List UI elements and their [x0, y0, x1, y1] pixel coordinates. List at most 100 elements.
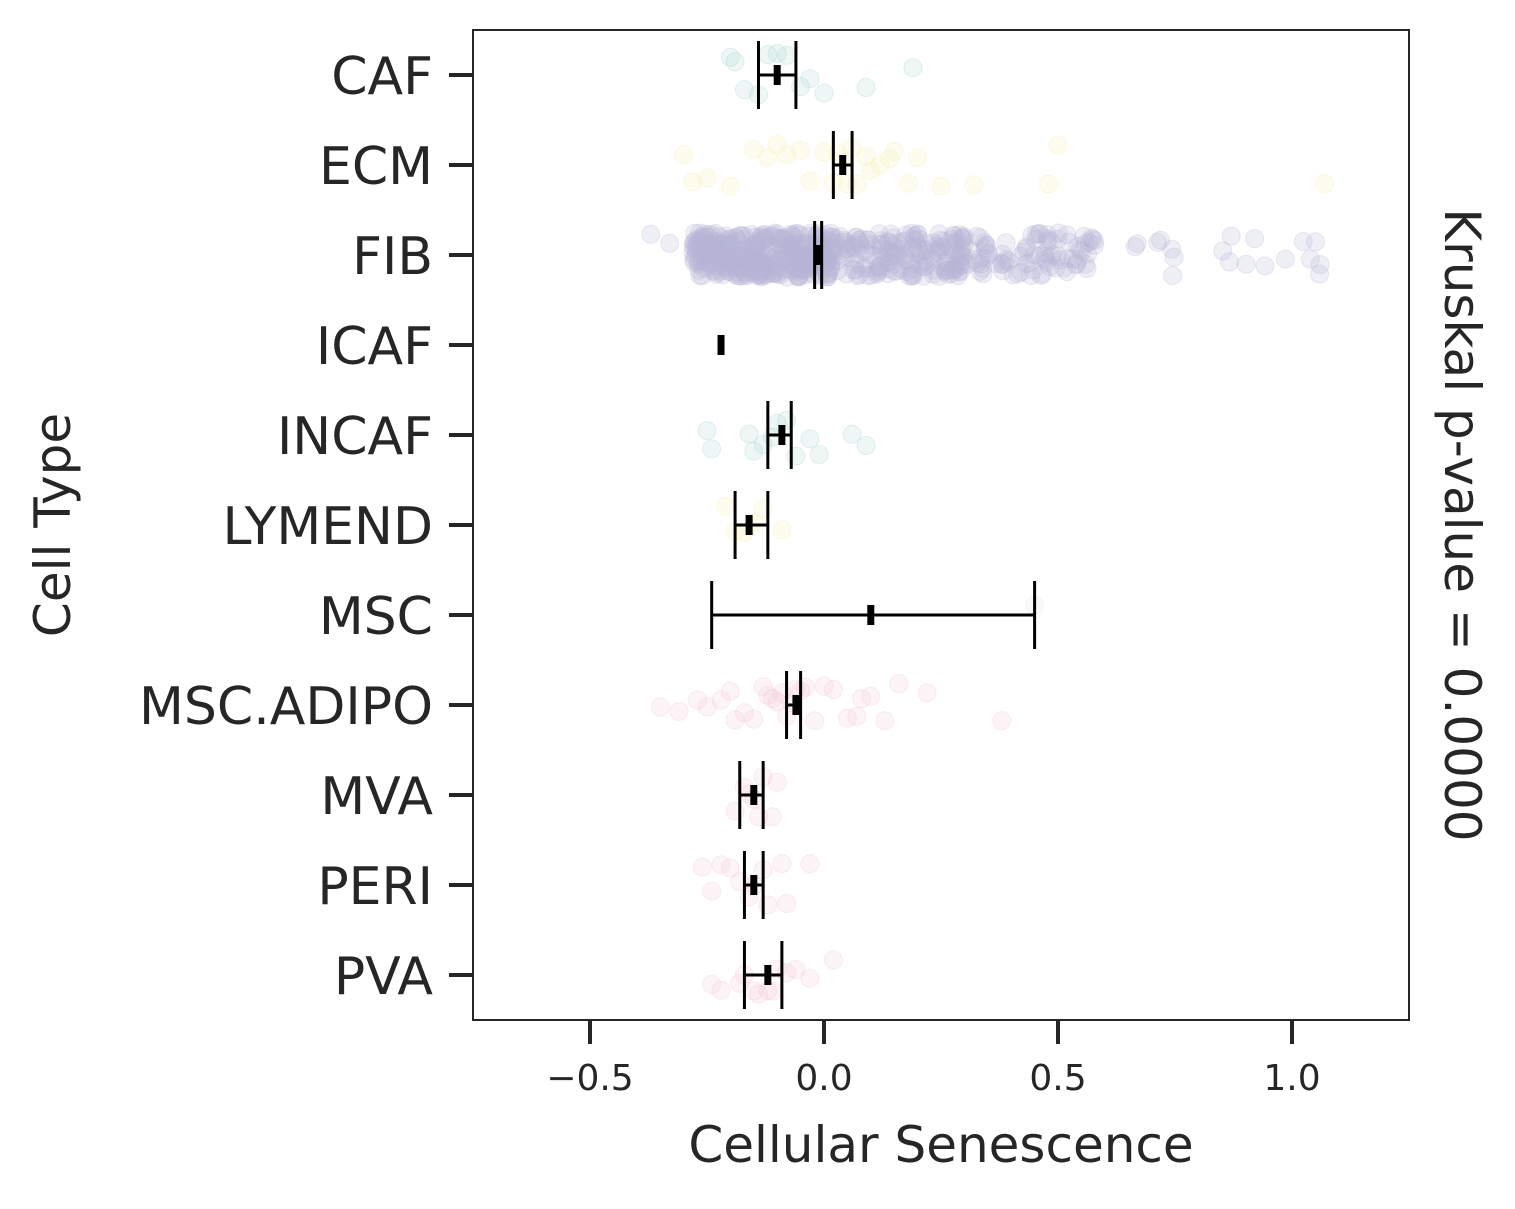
data-point — [720, 262, 740, 281]
data-point — [751, 241, 771, 261]
data-point — [716, 226, 736, 246]
data-point — [971, 254, 991, 274]
data-point — [942, 229, 962, 249]
data-point — [746, 250, 766, 270]
data-point — [924, 233, 943, 253]
data-point — [697, 697, 717, 717]
data-point — [692, 266, 712, 286]
data-point — [1037, 225, 1057, 244]
data-point — [846, 228, 866, 247]
data-point — [744, 261, 764, 281]
x-axis-label: Cellular Senescence — [688, 1116, 1193, 1174]
data-point — [699, 233, 719, 253]
data-point — [950, 246, 970, 266]
data-point — [751, 228, 771, 248]
data-point — [740, 250, 760, 270]
data-point — [769, 229, 789, 249]
data-point — [764, 263, 784, 283]
data-point — [692, 242, 712, 261]
data-point — [705, 260, 725, 280]
data-point — [1003, 265, 1023, 285]
data-point — [916, 240, 936, 260]
data-point — [917, 683, 937, 703]
data-point — [1085, 231, 1104, 251]
data-point — [1046, 258, 1066, 278]
data-point — [913, 257, 933, 277]
data-point — [712, 247, 731, 267]
data-point — [954, 247, 973, 267]
data-point — [746, 234, 766, 254]
data-point — [693, 237, 713, 257]
data-point — [660, 233, 680, 253]
data-point — [720, 858, 740, 878]
data-point — [764, 264, 783, 283]
data-point — [787, 245, 807, 265]
data-point — [725, 264, 745, 284]
data-point — [756, 244, 776, 264]
data-point — [755, 225, 775, 244]
data-point — [858, 258, 878, 278]
data-point — [716, 496, 736, 516]
data-point — [924, 260, 944, 280]
data-point — [1029, 247, 1049, 267]
data-point — [761, 233, 781, 253]
data-point — [881, 224, 901, 244]
x-tick-label: 1.0 — [1263, 1058, 1320, 1099]
data-point — [718, 235, 738, 254]
data-point — [786, 242, 806, 262]
data-point — [684, 232, 704, 252]
data-point — [749, 253, 769, 272]
data-point — [953, 229, 973, 249]
data-point — [695, 224, 715, 244]
data-point — [767, 44, 787, 63]
data-point — [837, 236, 857, 255]
data-point — [1041, 247, 1060, 267]
data-point — [970, 261, 990, 281]
y-tick-label: FIB — [352, 227, 433, 287]
data-point — [872, 249, 892, 269]
data-point — [768, 254, 788, 274]
data-point — [743, 261, 763, 281]
data-point — [745, 234, 765, 254]
data-point — [847, 706, 867, 726]
data-point — [1219, 252, 1239, 272]
data-point — [685, 232, 705, 251]
data-point — [740, 239, 760, 259]
data-point — [692, 227, 712, 247]
data-point — [718, 229, 738, 249]
data-point — [781, 237, 801, 257]
data-point — [695, 246, 715, 266]
data-point — [734, 230, 754, 249]
data-point — [697, 168, 717, 188]
data-point — [834, 231, 854, 250]
data-point — [923, 264, 943, 284]
data-point — [693, 234, 713, 254]
data-point — [772, 229, 792, 249]
data-point — [1245, 229, 1265, 249]
data-point — [904, 226, 924, 246]
data-point — [712, 244, 732, 263]
y-tick-label: INCAF — [277, 407, 433, 467]
data-point — [710, 247, 730, 267]
data-point — [763, 261, 783, 281]
data-point — [837, 243, 857, 263]
data-point — [688, 251, 708, 271]
y-tick-label: MVA — [320, 767, 433, 827]
data-point — [1058, 248, 1078, 268]
data-point — [702, 439, 722, 459]
data-point — [785, 243, 804, 263]
data-point — [861, 244, 881, 264]
data-point — [861, 265, 881, 285]
data-point — [786, 259, 805, 279]
data-point — [775, 228, 795, 247]
data-point — [933, 257, 953, 277]
data-point — [903, 266, 923, 286]
data-point — [1300, 249, 1320, 269]
data-point — [770, 249, 789, 269]
data-point — [734, 226, 754, 246]
data-point — [718, 231, 738, 251]
data-point — [701, 238, 721, 258]
data-point — [710, 251, 730, 271]
data-point — [707, 263, 727, 282]
